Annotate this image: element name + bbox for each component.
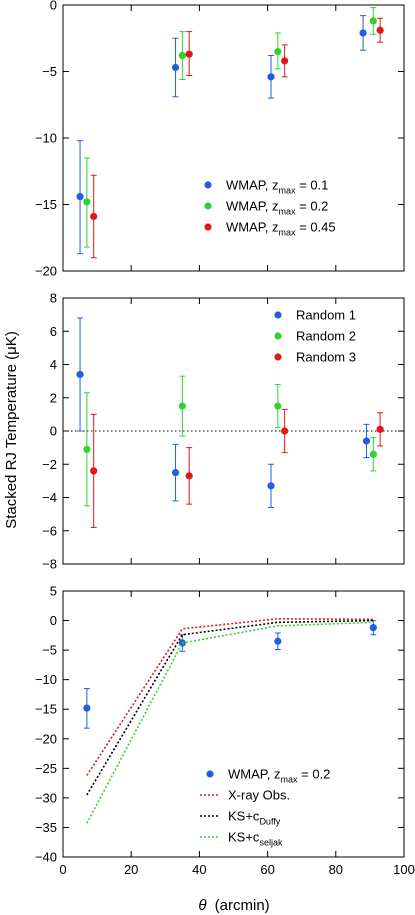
y-tick-label: 0	[50, 424, 57, 439]
legend-label: Random 2	[296, 329, 356, 344]
series-2	[86, 617, 374, 776]
data-point	[185, 472, 193, 480]
x-tick-label: 80	[329, 862, 343, 877]
x-tick-label: 100	[393, 862, 415, 877]
x-tick-label: 60	[260, 862, 274, 877]
y-tick-label: 0	[50, 0, 57, 13]
y-tick-label: −4	[42, 490, 57, 505]
legend-swatch	[274, 353, 282, 361]
y-axis-label: Stacked RJ Temperature (μK)	[3, 331, 20, 529]
y-tick-label: −5	[42, 64, 57, 79]
data-point	[76, 370, 84, 379]
y-tick-label: 8	[50, 291, 57, 306]
y-tick-label: −35	[35, 820, 57, 835]
y-tick-label: −30	[35, 790, 57, 805]
data-point	[281, 57, 289, 65]
y-tick-label: 5	[50, 584, 57, 599]
data-point	[369, 17, 377, 25]
series-2	[83, 375, 377, 507]
y-tick-label: −15	[35, 197, 57, 212]
data-point	[376, 425, 384, 433]
data-point	[90, 467, 98, 475]
y-tick-label: 6	[50, 324, 57, 339]
series-3	[90, 408, 384, 528]
legend-label: WMAP, zmax = 0.2	[228, 767, 330, 785]
y-tick-label: −20	[35, 264, 57, 279]
series-3	[90, 17, 384, 259]
data-point	[90, 212, 98, 221]
legend-label: X-ray Obs.	[228, 788, 290, 803]
plot-frame	[62, 590, 405, 858]
data-point	[369, 624, 377, 632]
legend-swatch	[204, 181, 212, 189]
data-point	[267, 482, 275, 490]
legend-label: Random 1	[296, 308, 356, 323]
y-tick-label: 4	[50, 357, 57, 372]
series-1	[76, 15, 367, 255]
panel-2: −8 −6 −4 −2 0 2 4 6 8 Random 1 Random 2 Random 3	[42, 291, 405, 572]
data-point	[83, 445, 91, 453]
x-axis-label-symbol: θ	[198, 897, 206, 914]
y-tick-label: −6	[42, 523, 57, 538]
data-point	[178, 51, 186, 60]
series-4	[86, 621, 374, 824]
y-tick-label: −20	[35, 731, 57, 746]
y-tick-label: −15	[35, 702, 57, 717]
data-point	[171, 63, 180, 72]
series-1	[76, 317, 371, 508]
y-tick-label: −25	[35, 761, 57, 776]
y-tick-label: −10	[35, 672, 57, 687]
y-tick-label: −10	[35, 131, 57, 146]
x-tick-label: 0	[59, 862, 66, 877]
model-line	[86, 617, 374, 776]
data-point	[281, 427, 289, 435]
data-point	[274, 47, 282, 56]
series-2	[83, 7, 377, 248]
data-point	[83, 198, 91, 206]
model-line	[86, 619, 374, 796]
data-point	[83, 704, 91, 712]
y-tick-label: −2	[42, 457, 57, 472]
legend-label: Random 3	[296, 350, 356, 365]
legend-label: KS+cseljak	[228, 830, 283, 848]
model-line	[86, 621, 374, 824]
legend: Random 1 Random 2 Random 3	[274, 308, 356, 365]
legend-label: KS+cDuffy	[228, 809, 281, 827]
data-point	[376, 26, 384, 34]
panel-3: −40 −35 −30 −25 −20 −15 −10 −5 0 5 0 20 40 60 80 100 WMA…	[35, 584, 415, 878]
data-point	[274, 637, 282, 645]
data-point	[362, 437, 371, 445]
data-point	[76, 192, 84, 201]
data-point	[178, 402, 186, 410]
data-point	[171, 468, 180, 477]
x-tick-label: 40	[192, 862, 206, 877]
y-tick-label: −5	[42, 643, 57, 658]
y-tick-label: 2	[50, 390, 57, 405]
data-point	[274, 402, 282, 410]
data-point	[369, 450, 377, 458]
x-tick-label: 20	[124, 862, 138, 877]
data-point	[185, 50, 193, 58]
legend-swatch	[274, 332, 282, 340]
series-1	[83, 620, 377, 729]
legend: WMAP, zmax = 0.2 X-ray Obs. KS+cDuffy KS+cs…	[200, 767, 330, 848]
legend-swatch	[204, 202, 212, 210]
legend: WMAP, zmax = 0.1 WMAP, zmax = 0.2 WMAP, zm…	[204, 178, 336, 238]
y-tick-label: −40	[35, 850, 57, 865]
legend-label: WMAP, zmax = 0.2	[226, 199, 328, 217]
legend-swatch	[206, 770, 214, 778]
legend-label: WMAP, zmax = 0.45	[226, 220, 336, 238]
series-3	[86, 619, 374, 796]
legend-swatch	[274, 311, 282, 319]
data-point	[359, 29, 367, 37]
data-point	[267, 73, 275, 81]
legend-swatch	[204, 223, 212, 231]
x-axis-label-unit: (arcmin)	[215, 897, 270, 914]
legend-label: WMAP, zmax = 0.1	[226, 178, 328, 196]
y-tick-label: 0	[50, 613, 57, 628]
x-axis-label: θ (arcmin)	[198, 897, 269, 914]
y-tick-label: −8	[42, 557, 57, 572]
